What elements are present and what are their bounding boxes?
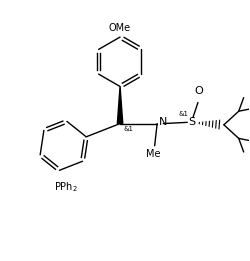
Text: OMe: OMe: [109, 23, 131, 33]
Text: &1: &1: [124, 126, 134, 132]
Text: O: O: [195, 86, 203, 96]
Text: S: S: [188, 117, 195, 127]
Text: Me: Me: [146, 149, 161, 159]
Text: PPh$_2$: PPh$_2$: [54, 180, 78, 194]
Text: N: N: [159, 117, 167, 127]
Text: &1: &1: [178, 111, 188, 117]
Polygon shape: [117, 86, 123, 123]
